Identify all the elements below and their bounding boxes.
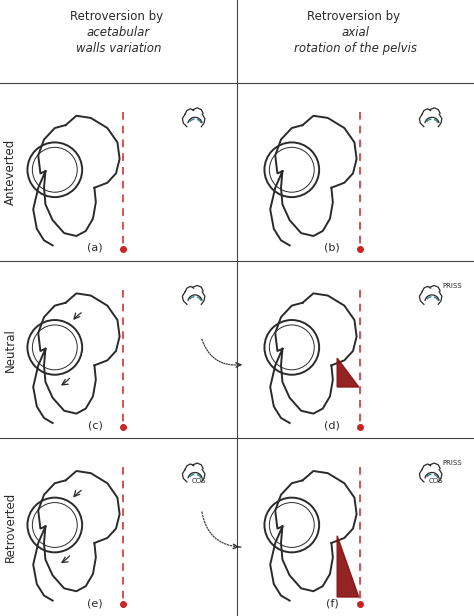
Text: axial: axial: [341, 26, 370, 39]
Text: Neutral: Neutral: [3, 328, 17, 371]
Text: (e): (e): [87, 598, 103, 608]
Text: (f): (f): [326, 598, 338, 608]
Text: Anteverted: Anteverted: [3, 139, 17, 205]
Text: PRISS: PRISS: [442, 283, 462, 289]
Text: COS: COS: [428, 478, 443, 484]
Text: walls variation: walls variation: [76, 42, 161, 55]
Text: Retroversion by: Retroversion by: [307, 10, 404, 23]
Text: rotation of the pelvis: rotation of the pelvis: [294, 42, 417, 55]
Text: Retroversion by: Retroversion by: [70, 10, 167, 23]
Text: (a): (a): [87, 243, 103, 253]
Text: acetabular: acetabular: [87, 26, 150, 39]
Text: Retroverted: Retroverted: [3, 492, 17, 562]
Polygon shape: [337, 536, 359, 597]
Text: PRISS: PRISS: [442, 460, 462, 466]
Text: COS: COS: [191, 478, 206, 484]
Text: (b): (b): [324, 243, 340, 253]
Text: (c): (c): [88, 420, 102, 431]
Polygon shape: [337, 358, 359, 387]
Text: (d): (d): [324, 420, 340, 431]
